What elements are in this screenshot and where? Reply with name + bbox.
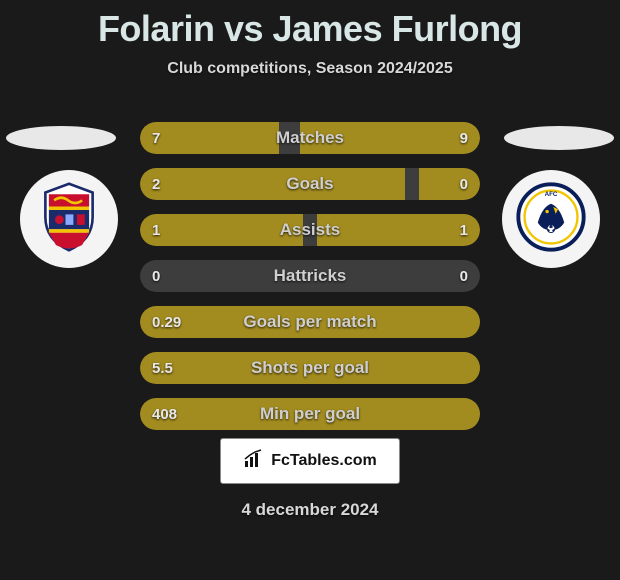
stat-bar-left-fill	[140, 306, 480, 338]
svg-text:AFC: AFC	[545, 191, 558, 198]
stat-row: Matches79	[140, 122, 480, 154]
right-club-crest: AFC	[502, 170, 600, 268]
stat-bar-left-fill	[140, 214, 303, 246]
stat-bar-right-fill	[317, 214, 480, 246]
stat-row: Min per goal408	[140, 398, 480, 430]
stat-row: Assists11	[140, 214, 480, 246]
stat-bar-right-fill	[300, 122, 480, 154]
page-subtitle: Club competitions, Season 2024/2025	[0, 60, 620, 78]
stat-bar-right-fill	[419, 168, 480, 200]
right-club-crest-icon: AFC	[516, 182, 586, 257]
stat-row: Shots per goal5.5	[140, 352, 480, 384]
stat-bar-track	[140, 260, 480, 292]
branding-badge[interactable]: FcTables.com	[220, 438, 400, 484]
left-club-crest	[20, 170, 118, 268]
stat-row: Goals per match0.29	[140, 306, 480, 338]
stat-bar-left-fill	[140, 168, 405, 200]
stat-row: Goals20	[140, 168, 480, 200]
right-player-ellipse	[504, 126, 614, 150]
stat-bar-left-fill	[140, 352, 480, 384]
branding-chart-icon	[243, 449, 265, 474]
stat-bar-left-fill	[140, 398, 480, 430]
page-title: Folarin vs James Furlong	[0, 0, 620, 50]
left-club-crest-icon	[34, 182, 104, 257]
date-label: 4 december 2024	[241, 500, 378, 520]
left-player-ellipse	[6, 126, 116, 150]
stats-bars: Matches79 Goals20 Assists11 Hattricks00 Goal…	[140, 122, 480, 444]
stat-bar-left-fill	[140, 122, 279, 154]
stat-row: Hattricks00	[140, 260, 480, 292]
branding-text: FcTables.com	[271, 452, 377, 470]
